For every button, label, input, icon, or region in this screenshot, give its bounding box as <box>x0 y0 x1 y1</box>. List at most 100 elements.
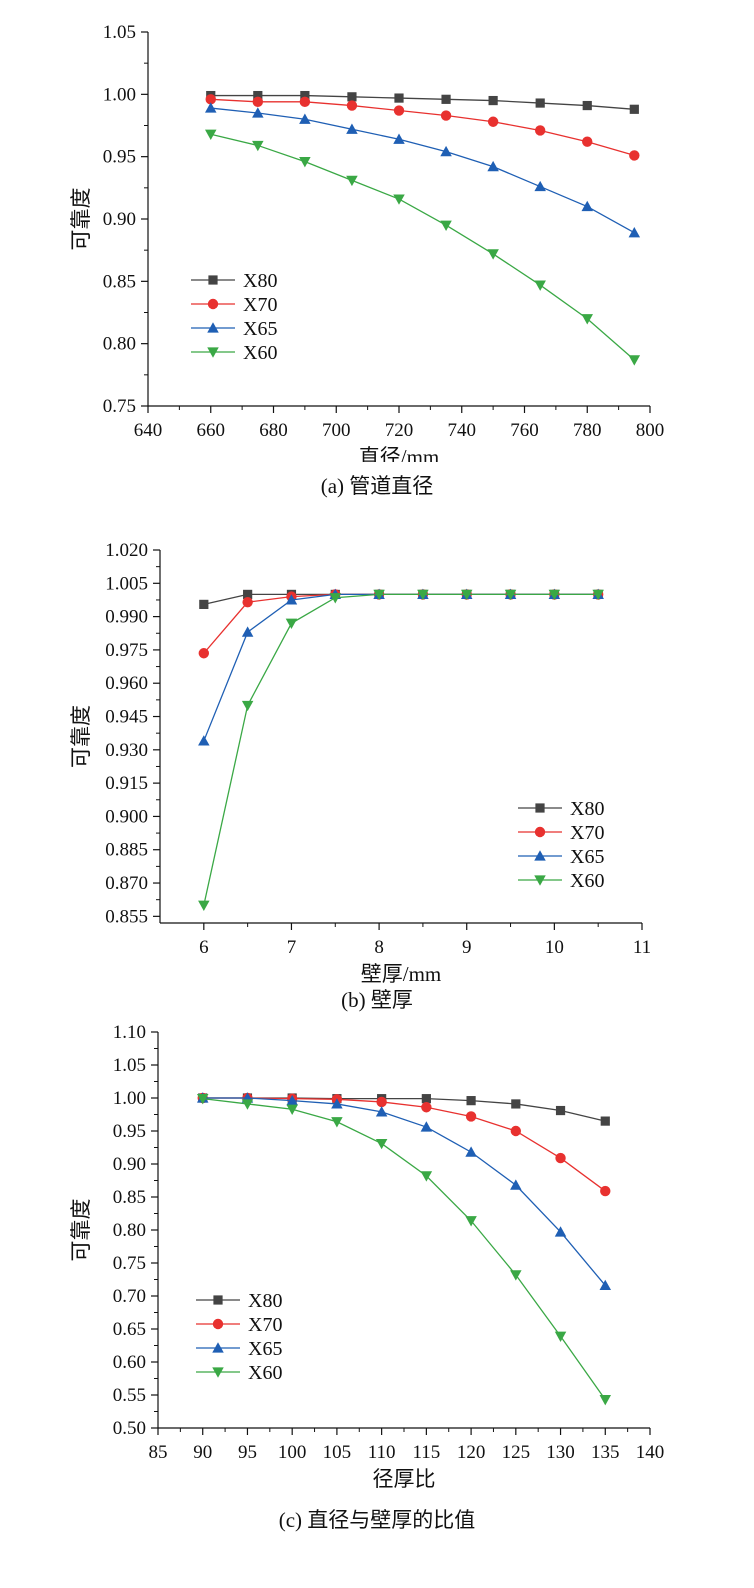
y-tick-label: 0.90 <box>113 1154 146 1175</box>
data-point <box>300 90 310 101</box>
x-tick-label: 90 <box>193 1442 212 1463</box>
data-point <box>198 735 210 746</box>
data-point <box>241 626 254 637</box>
data-point <box>286 1094 298 1106</box>
data-point <box>253 90 263 101</box>
chart-b-svg: 6 7 8 9 10 11 0.855 0.870 0.885 0.900 0.915 0.930 0.… <box>69 540 651 986</box>
data-point <box>488 95 498 106</box>
data-point <box>582 136 593 147</box>
data-point <box>329 593 342 604</box>
data-point <box>205 102 217 113</box>
data-point <box>205 129 217 140</box>
legend-marker <box>207 347 219 358</box>
data-point <box>534 280 546 291</box>
series-x70 <box>205 94 640 161</box>
axes: 640 660 680 700 720 740 760 780 800 0.75 0.80 0.85 0… <box>103 22 665 441</box>
data-point <box>629 104 639 114</box>
data-point <box>534 125 546 136</box>
data-point <box>548 589 561 601</box>
series-line <box>210 94 635 110</box>
series-line <box>210 133 635 361</box>
series-line <box>202 1097 606 1286</box>
data-point <box>196 1094 209 1105</box>
axes: 85 90 95 100 105 110 115 120 125 130 135 140 0.50 0.5… <box>113 1022 665 1463</box>
x-tick-label: 85 <box>149 1442 168 1463</box>
legend-marker <box>208 275 218 285</box>
data-point <box>421 1094 431 1104</box>
series-x60 <box>205 129 641 366</box>
x-tick-label: 95 <box>238 1442 257 1463</box>
x-axis-title: 壁厚/mm <box>361 962 442 986</box>
axes: 6 7 8 9 10 11 0.855 0.870 0.885 0.900 0.915 0.930 0.… <box>105 540 651 958</box>
chart-panel-c: 85 90 95 100 105 110 115 120 125 130 135 140 0.50 0.5… <box>0 1010 754 1588</box>
data-point <box>555 1152 566 1164</box>
legend-item-x65: X65 <box>518 846 604 868</box>
y-tick-label: 0.65 <box>113 1319 146 1340</box>
data-point <box>346 123 358 134</box>
data-point <box>331 1117 343 1128</box>
legend-label: X70 <box>248 1314 282 1336</box>
data-point <box>628 355 641 366</box>
data-point <box>629 150 640 161</box>
data-point <box>242 596 253 608</box>
x-axis-title: 直径/mm <box>359 445 440 462</box>
y-tick-label: 0.870 <box>105 873 148 894</box>
data-point <box>510 1179 522 1190</box>
chart-panel-a: 640 660 680 700 720 740 760 780 800 0.75 0.80 0.85 0… <box>0 0 754 500</box>
legend-marker <box>212 1342 224 1353</box>
legend-marker <box>212 1367 224 1378</box>
data-point <box>373 589 385 601</box>
data-point <box>299 96 311 108</box>
y-tick-label: 0.885 <box>105 840 148 861</box>
data-point <box>199 599 209 609</box>
data-point <box>555 1105 566 1116</box>
y-tick-label: 0.55 <box>113 1385 146 1406</box>
series-line <box>203 593 599 906</box>
legend-marker <box>207 322 219 333</box>
chart-c-svg: 85 90 95 100 105 110 115 120 125 130 135 140 0.50 0.5… <box>69 1022 665 1491</box>
x-tick-label: 680 <box>259 420 288 441</box>
data-point <box>554 1226 567 1237</box>
data-point <box>592 589 604 601</box>
y-tick-label: 0.915 <box>105 773 148 794</box>
data-point <box>331 1098 343 1109</box>
data-point <box>440 220 452 231</box>
y-tick-label: 0.900 <box>105 806 148 827</box>
x-tick-label: 700 <box>322 420 351 441</box>
x-tick-label: 720 <box>385 420 414 441</box>
data-point <box>465 1111 477 1122</box>
legend-item-x80: X80 <box>196 1290 282 1312</box>
legend-marker <box>212 1318 224 1330</box>
legend-item-x60: X60 <box>196 1362 282 1384</box>
data-point <box>393 133 405 144</box>
series-line <box>203 593 599 606</box>
legend-item-x70: X70 <box>196 1314 282 1336</box>
legend-item-x80: X80 <box>518 798 604 820</box>
y-tick-label: 0.75 <box>113 1253 146 1274</box>
x-tick-label: 10 <box>545 937 564 958</box>
y-tick-label: 0.945 <box>105 707 148 728</box>
legend-marker <box>535 803 545 813</box>
legend-label: X65 <box>570 846 604 868</box>
legend-marker <box>534 850 546 861</box>
y-tick-label: 0.50 <box>113 1418 146 1439</box>
data-point <box>420 1121 433 1132</box>
x-tick-label: 6 <box>199 937 209 958</box>
data-point <box>440 145 452 157</box>
legend-label: X70 <box>243 294 277 316</box>
y-tick-label: 0.80 <box>103 334 136 355</box>
data-point <box>241 1099 254 1110</box>
x-tick-label: 780 <box>573 420 602 441</box>
series-x65 <box>198 588 604 746</box>
data-point <box>535 98 545 108</box>
data-point <box>285 618 298 630</box>
data-point <box>346 100 358 111</box>
data-point <box>393 194 405 205</box>
x-tick-label: 135 <box>591 1442 620 1463</box>
data-point <box>487 249 499 260</box>
legend-label: X80 <box>243 270 277 292</box>
legend-label: X80 <box>248 1290 282 1312</box>
x-tick-label: 130 <box>546 1442 575 1463</box>
data-point <box>347 92 357 102</box>
legend-label: X70 <box>570 822 604 844</box>
